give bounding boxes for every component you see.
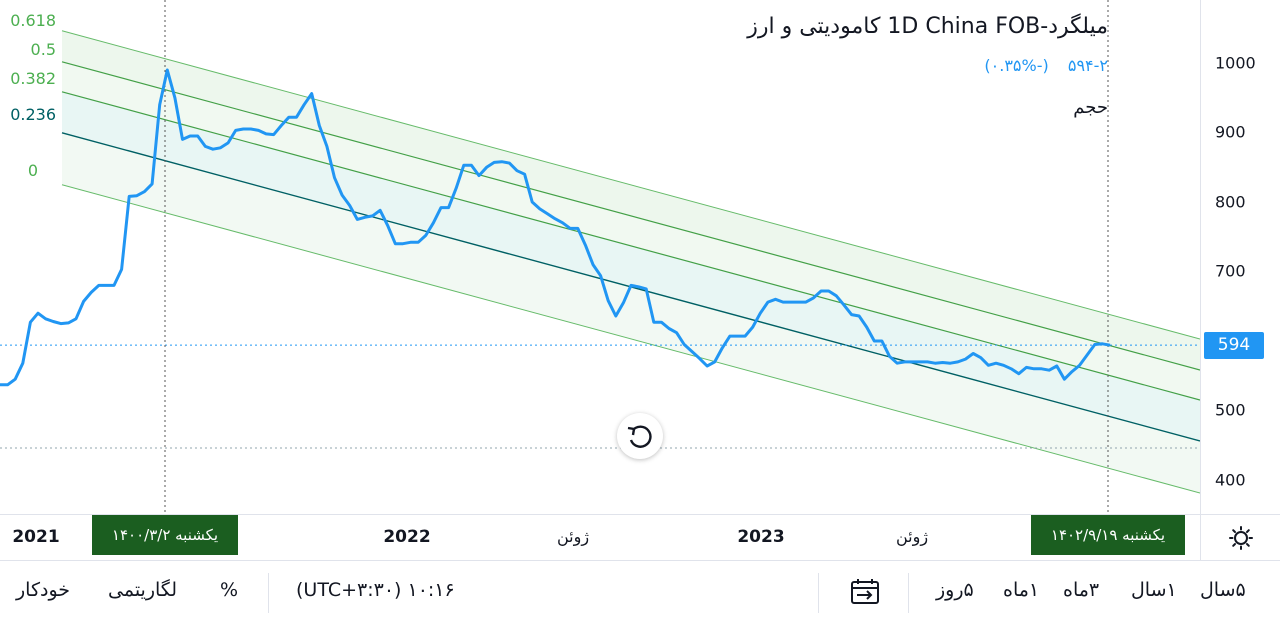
date-range-button[interactable] xyxy=(849,577,881,612)
crosshair-date-left: یکشنبه ۱۴۰۰/۳/۲ xyxy=(92,515,238,555)
last-price: ۵۹۴ xyxy=(1067,56,1094,75)
fib-zone xyxy=(62,30,1200,371)
volume-label[interactable]: حجم xyxy=(1073,97,1108,118)
reset-chart-button[interactable] xyxy=(617,413,663,459)
price-chart[interactable] xyxy=(0,0,1200,514)
price-change: -۲ (-۰.۳۵%) xyxy=(984,56,1108,75)
x-tick-2022: 2022 xyxy=(383,527,431,547)
y-tick: 800 xyxy=(1215,192,1246,212)
range-3m[interactable]: ۳ماه xyxy=(1063,579,1100,601)
fib-line-05 xyxy=(61,61,1200,371)
price-readout: ۵۹۴-۲ (-۰.۳۵%) xyxy=(970,56,1108,75)
range-1y[interactable]: ۱سال xyxy=(1131,579,1177,601)
fib-zone xyxy=(62,91,1200,442)
range-5y[interactable]: ۵سال xyxy=(1200,579,1246,601)
fib-line-0 xyxy=(61,184,1200,494)
auto-scale-button[interactable]: خودکار xyxy=(16,579,71,601)
x-tick-2021: 2021 xyxy=(12,527,60,547)
chart-settings-button[interactable] xyxy=(1200,514,1280,561)
range-5d[interactable]: ۵روز xyxy=(936,579,974,601)
fib-line-0382 xyxy=(61,91,1200,401)
y-tick: 500 xyxy=(1215,400,1246,420)
fib-line-0618 xyxy=(61,30,1200,340)
y-tick: 400 xyxy=(1215,470,1246,490)
fib-label-0382: 0.382 xyxy=(10,69,56,88)
x-tick-june: ژوئن xyxy=(895,527,929,546)
range-1m[interactable]: ۱ماه xyxy=(1003,579,1040,601)
price-series-line xyxy=(0,68,1111,387)
y-tick: 1000 xyxy=(1215,53,1256,73)
x-tick-june: ژوئن xyxy=(556,527,590,546)
reset-icon xyxy=(627,425,652,448)
divider xyxy=(818,573,819,613)
fib-label-05: 0.5 xyxy=(30,40,56,59)
fib-zone xyxy=(62,61,1200,401)
log-scale-button[interactable]: لگاریتمی xyxy=(108,579,178,601)
y-tick: 700 xyxy=(1215,261,1246,281)
crosshair-date-right: یکشنبه ۱۴۰۲/۹/۱۹ xyxy=(1031,515,1185,555)
divider xyxy=(268,573,269,613)
symbol-title: میلگرد-1D China FOB کامودیتی و ارز xyxy=(747,14,1108,39)
price-axis[interactable]: 1000 900 800 700 500 400 xyxy=(1200,0,1280,514)
fib-zone xyxy=(62,132,1200,493)
percent-scale-button[interactable]: % xyxy=(220,579,239,601)
fib-label-0618: 0.618 xyxy=(10,11,56,30)
calendar-goto-icon xyxy=(851,579,879,604)
fib-label-0: 0 xyxy=(27,161,38,180)
last-price-tag: 594 xyxy=(1204,332,1264,359)
time-zone-button[interactable]: ۱۰:۱۶ (UTC+۳:۳۰) xyxy=(296,579,455,601)
time-axis[interactable]: 2021 یکشنبه ۱۴۰۰/۳/۲ 2022 ژوئن 2023 ژوئن… xyxy=(0,514,1200,561)
y-tick: 900 xyxy=(1215,122,1246,142)
gear-icon xyxy=(1229,526,1253,550)
bottom-toolbar: خودکار لگاریتمی % ۱۰:۱۶ (UTC+۳:۳۰) ۵روز … xyxy=(0,560,1280,624)
divider xyxy=(908,573,909,613)
x-tick-2023: 2023 xyxy=(737,527,785,547)
fib-label-0236: 0.236 xyxy=(10,105,56,124)
chart-area[interactable]: 0.618 0.5 0.382 0.236 0 میلگرد-1D China … xyxy=(0,0,1200,514)
